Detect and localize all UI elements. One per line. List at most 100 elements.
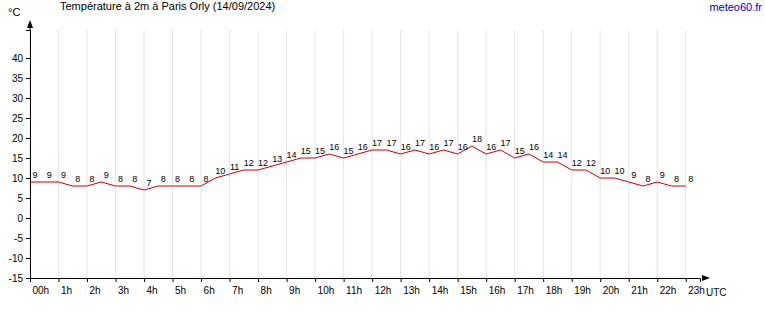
data-label: 8	[688, 174, 693, 184]
tick-label: 9h	[289, 285, 300, 296]
tick: -10	[9, 253, 30, 264]
tick-mark	[287, 278, 288, 282]
tick: 20h	[601, 278, 620, 296]
tick-label: 10h	[318, 285, 335, 296]
tick-mark	[344, 278, 345, 282]
tick: 15h	[458, 278, 477, 296]
grid-line	[172, 30, 173, 278]
tick: -5	[14, 233, 30, 244]
data-label: 9	[47, 170, 52, 180]
data-label: 17	[386, 138, 396, 148]
data-label: 12	[244, 158, 254, 168]
tick: 3h	[116, 278, 129, 296]
tick-label: 20h	[603, 285, 620, 296]
tick: 20	[12, 133, 30, 144]
tick-label: 4h	[147, 285, 158, 296]
tick-mark	[543, 278, 544, 282]
tick-label: -15	[9, 273, 24, 284]
tick: 18h	[544, 278, 563, 296]
tick: 5	[17, 193, 30, 204]
grid-line	[87, 30, 88, 278]
tick-mark	[26, 118, 30, 119]
tick: 21h	[629, 278, 648, 296]
data-label: 12	[572, 158, 582, 168]
tick-mark	[486, 278, 487, 282]
tick-mark	[201, 278, 202, 282]
tick: 2h	[88, 278, 101, 296]
tick-label: -10	[9, 253, 24, 264]
tick-label: 13h	[403, 285, 420, 296]
data-label: 8	[204, 174, 209, 184]
tick-mark	[26, 178, 30, 179]
tick: 25	[12, 113, 30, 124]
data-label: 8	[132, 174, 137, 184]
data-label: 16	[358, 142, 368, 152]
tick-label: 8h	[261, 285, 272, 296]
tick-mark	[230, 278, 231, 282]
tick-label: -5	[14, 233, 23, 244]
tick-label: 17h	[517, 285, 534, 296]
tick: 35	[12, 73, 30, 84]
tick: 6h	[202, 278, 215, 296]
data-label: 16	[329, 142, 339, 152]
data-label: 18	[472, 134, 482, 144]
tick-label: 5h	[175, 285, 186, 296]
data-label: 15	[315, 146, 325, 156]
tick-mark	[258, 278, 259, 282]
x-axis-label: UTC	[706, 287, 727, 298]
data-label: 12	[258, 158, 268, 168]
tick: 1h	[59, 278, 72, 296]
plot-area	[30, 146, 686, 190]
tick: 11h	[344, 278, 362, 296]
data-label: 8	[161, 174, 166, 184]
tick-label: 3h	[118, 285, 129, 296]
x-axis: 00h1h2h3h4h5h6h7h8h9h10h11h12h13h14h15h1…	[31, 278, 705, 296]
grid-line	[600, 30, 601, 278]
tick-mark	[372, 278, 373, 282]
tick-mark	[116, 278, 117, 282]
tick-mark	[26, 98, 30, 99]
title: Température à 2m à Paris Orly (14/09/202…	[60, 0, 275, 12]
tick: 16h	[487, 278, 506, 296]
tick: 0	[17, 213, 30, 224]
axis-arrow	[30, 26, 31, 30]
axis-line	[26, 31, 31, 279]
tick-mark	[26, 58, 30, 59]
tick: 13h	[401, 278, 420, 296]
grid-line	[657, 30, 658, 278]
chart: -15-10-5051015202530354000h1h2h3h4h5h6h7…	[0, 0, 765, 320]
tick-label: 23h	[688, 285, 705, 296]
data-label: 9	[61, 170, 66, 180]
tick: 14h	[430, 278, 449, 296]
data-label: 8	[175, 174, 180, 184]
data-label: 16	[486, 142, 496, 152]
grid-line	[115, 30, 116, 278]
data-label: 10	[600, 166, 610, 176]
data-label: 9	[104, 170, 109, 180]
tick-mark	[629, 278, 630, 282]
tick-label: 25	[12, 113, 24, 124]
tick: -15	[9, 273, 30, 284]
tick-label: 6h	[204, 285, 215, 296]
axis-arrow	[702, 275, 710, 281]
tick-mark	[515, 278, 516, 282]
tick: 15	[12, 153, 30, 164]
data-label: 17	[500, 138, 510, 148]
tick: 8h	[259, 278, 272, 296]
tick-mark	[26, 258, 30, 259]
data-label: 8	[90, 174, 95, 184]
tick-label: 10	[12, 173, 24, 184]
tick: 7h	[230, 278, 243, 296]
tick-mark	[572, 278, 573, 282]
y-axis-label: °C	[8, 6, 20, 18]
data-label: 10	[215, 166, 225, 176]
tick-label: 35	[12, 73, 24, 84]
data-label: 8	[674, 174, 679, 184]
grid-line	[571, 30, 572, 278]
data-label: 8	[118, 174, 123, 184]
tick-mark	[173, 278, 174, 282]
temperature-line	[30, 146, 686, 190]
tick-label: 15h	[460, 285, 477, 296]
data-label: 16	[529, 142, 539, 152]
data-label: 8	[645, 174, 650, 184]
